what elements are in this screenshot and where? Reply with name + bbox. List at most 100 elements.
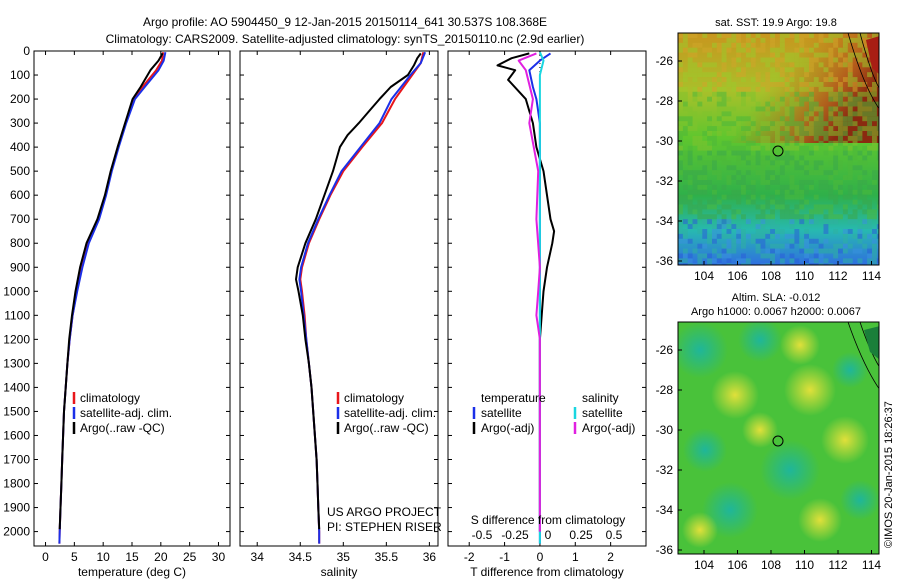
- sst-pixel: [872, 86, 877, 92]
- sst-pixel: [852, 150, 858, 156]
- sst-pixel: [726, 82, 732, 87]
- sst-pixel: [765, 219, 771, 225]
- sst-pixel: [716, 42, 722, 48]
- sst-pixel: [775, 52, 780, 58]
- sst-pixel: [818, 33, 824, 38]
- sst-pixel: [857, 33, 863, 38]
- sst-pixel: [731, 238, 737, 244]
- sst-pixel: [712, 199, 717, 205]
- sst-pixel: [862, 42, 868, 48]
- sst-pixel: [702, 253, 708, 259]
- sst-pixel: [852, 77, 858, 82]
- sst-pixel: [721, 72, 727, 78]
- sst-pixel: [838, 111, 843, 117]
- sst-pixel: [682, 175, 688, 180]
- sst-pixel: [847, 214, 853, 220]
- plot-frame: [447, 50, 647, 547]
- s-diff-tick: -0.25: [501, 528, 529, 542]
- sst-pixel: [775, 106, 780, 112]
- sst-pixel: [697, 72, 703, 78]
- sst-pixel: [842, 62, 848, 68]
- sst-map-title: sat. SST: 19.9 Argo: 19.8: [715, 17, 837, 29]
- sst-pixel: [682, 42, 688, 48]
- sst-pixel: [721, 52, 727, 58]
- sst-pixel: [716, 229, 722, 234]
- sst-pixel: [813, 253, 819, 259]
- sst-pixel: [799, 96, 805, 102]
- sst-pixel: [779, 57, 785, 63]
- sst-pixel: [721, 91, 727, 97]
- sst-pixel: [779, 47, 785, 53]
- sst-pixel: [799, 82, 805, 87]
- sst-pixel: [838, 180, 843, 185]
- x-tick-label: 34.5: [289, 550, 313, 564]
- sst-pixel: [745, 233, 751, 239]
- sst-pixel: [779, 67, 785, 73]
- sst-pixel: [823, 67, 829, 73]
- sst-pixel: [775, 224, 780, 229]
- sst-pixel: [745, 86, 751, 92]
- sst-pixel: [804, 57, 809, 63]
- sla-patch: [742, 412, 778, 448]
- sst-pixel: [712, 155, 717, 161]
- sst-pixel: [804, 199, 809, 205]
- sst-pixel: [857, 131, 863, 136]
- sst-pixel: [872, 135, 877, 141]
- sst-pixel: [779, 170, 785, 176]
- sst-pixel: [779, 194, 785, 200]
- sst-pixel: [852, 121, 858, 127]
- sst-pixel: [697, 180, 703, 185]
- sst-pixel: [755, 77, 761, 82]
- sst-pixel: [775, 62, 780, 68]
- sst-pixel: [799, 214, 805, 220]
- sst-pixel: [682, 37, 688, 43]
- sst-pixel: [852, 131, 858, 136]
- sst-pixel: [697, 253, 703, 259]
- sst-pixel: [784, 86, 790, 92]
- sst-pixel: [765, 199, 771, 205]
- sst-pixel: [794, 194, 800, 200]
- sst-map-axes: 104 106 108 110 112 114 -26 -28 -30 -32 -34 -36: [656, 54, 882, 283]
- sst-pixel: [678, 160, 683, 166]
- lat-tick-label: -26: [656, 54, 674, 68]
- sst-pixel: [750, 180, 756, 185]
- sst-pixel: [687, 121, 693, 127]
- sst-pixel: [678, 96, 683, 102]
- sst-pixel: [784, 233, 790, 239]
- sst-pixel: [784, 57, 790, 63]
- sst-pixel: [867, 248, 872, 254]
- sst-pixel: [823, 214, 829, 220]
- sst-pixel: [872, 91, 877, 97]
- sst-pixel: [678, 140, 683, 146]
- sst-pixel: [712, 165, 717, 171]
- sst-pixel: [857, 258, 863, 264]
- sla-patch: [798, 498, 842, 542]
- sst-pixel: [750, 199, 756, 205]
- sst-pixel: [765, 160, 771, 166]
- lon-tick-label: 114: [862, 269, 881, 283]
- sst-pixel: [721, 243, 727, 249]
- sst-pixel: [682, 160, 688, 166]
- sst-pixel: [716, 72, 722, 78]
- sst-pixel: [731, 263, 737, 265]
- sst-pixel: [736, 199, 742, 205]
- sst-pixel: [857, 180, 863, 185]
- sst-pixel: [867, 214, 872, 220]
- sst-pixel: [765, 77, 771, 82]
- sst-pixel: [872, 263, 877, 265]
- sst-pixel: [847, 160, 853, 166]
- sst-pixel: [872, 170, 877, 176]
- sst-pixel: [872, 101, 877, 107]
- sst-pixel: [867, 91, 872, 97]
- sst-pixel: [818, 106, 824, 112]
- sst-pixel: [736, 170, 742, 176]
- sst-pixel: [789, 33, 795, 38]
- sst-pixel: [779, 155, 785, 161]
- sst-pixel: [716, 224, 722, 229]
- sst-pixel: [775, 131, 780, 136]
- sst-pixel: [682, 155, 688, 161]
- sst-pixel: [823, 131, 829, 136]
- sst-pixel: [818, 52, 824, 58]
- sst-pixel: [770, 82, 775, 87]
- sst-pixel: [794, 160, 800, 166]
